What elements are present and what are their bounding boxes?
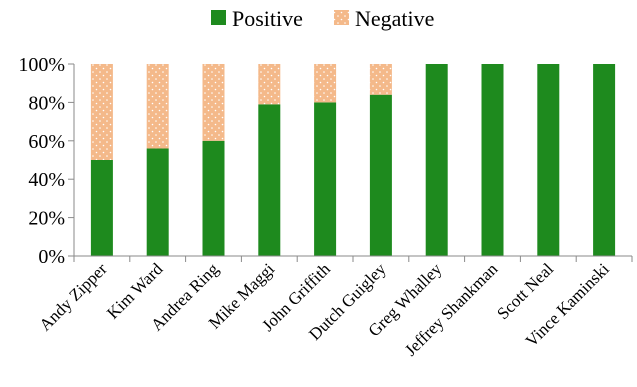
legend-swatch-positive <box>211 10 226 25</box>
bars <box>90 64 616 257</box>
bar-negative-dutch-guigley <box>369 64 392 95</box>
x-tick-label: Andy Zipper <box>36 259 111 334</box>
legend-label-negative: Negative <box>355 6 434 31</box>
y-tick-label: 80% <box>28 92 65 114</box>
y-tick-label: 20% <box>28 208 65 230</box>
legend-label-positive: Positive <box>232 6 303 31</box>
bar-positive-scott-neal <box>537 64 560 256</box>
bar-positive-greg-whalley <box>425 64 448 256</box>
bar-positive-mike-maggi <box>258 104 281 256</box>
y-tick-label: 40% <box>28 169 65 191</box>
bar-negative-andrea-ring <box>202 64 225 141</box>
bar-negative-john-griffith <box>314 64 337 103</box>
legend-swatch-negative <box>334 10 349 25</box>
y-tick-label: 0% <box>38 246 65 268</box>
bar-positive-andy-zipper <box>90 160 113 256</box>
bar-negative-mike-maggi <box>258 64 281 105</box>
y-tick-label: 100% <box>18 54 65 76</box>
bar-positive-kim-ward <box>146 148 169 256</box>
bar-positive-dutch-guigley <box>369 94 392 256</box>
y-axis: 0% 20% 40% 60% 80% 100% <box>18 54 75 268</box>
legend: Positive Negative <box>211 6 434 31</box>
bar-positive-jeffrey-shankman <box>481 64 504 256</box>
bar-negative-kim-ward <box>146 64 169 149</box>
bar-positive-vince-kaminski <box>593 64 616 256</box>
bar-negative-andy-zipper <box>90 64 113 160</box>
y-tick-label: 60% <box>28 131 65 153</box>
bar-positive-john-griffith <box>314 102 337 257</box>
bar-positive-andrea-ring <box>202 140 225 256</box>
